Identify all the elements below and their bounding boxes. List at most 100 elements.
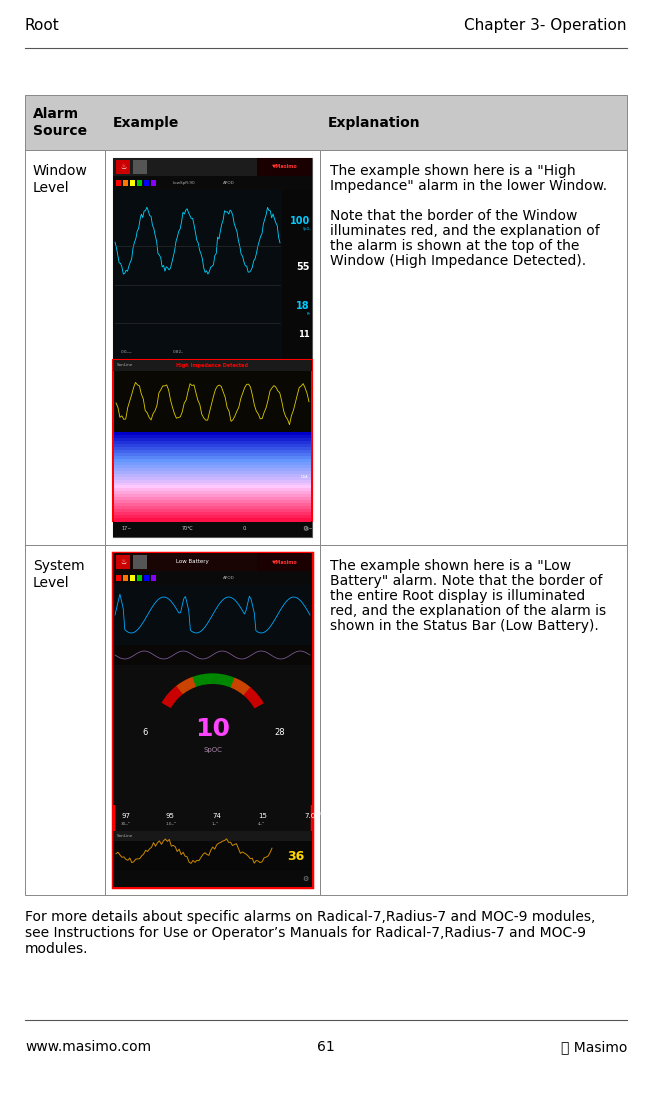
Bar	[114, 512, 311, 516]
Bar	[114, 518, 311, 521]
Text: 70℃: 70℃	[182, 527, 194, 532]
Text: 6: 6	[142, 727, 147, 737]
Bar	[114, 459, 311, 462]
Wedge shape	[241, 685, 249, 694]
Wedge shape	[231, 678, 237, 688]
Text: Note that the border of the Window: Note that the border of the Window	[330, 210, 578, 223]
Bar	[116, 575, 121, 581]
Wedge shape	[194, 676, 200, 687]
Wedge shape	[218, 674, 221, 685]
Wedge shape	[226, 676, 231, 687]
Bar	[25, 150, 105, 545]
Bar	[114, 465, 311, 468]
Bar	[144, 180, 149, 186]
Bar	[113, 158, 312, 538]
Bar	[137, 180, 142, 186]
Bar	[133, 160, 147, 174]
Bar	[114, 456, 311, 460]
Wedge shape	[183, 680, 190, 690]
Text: Root: Root	[25, 18, 60, 33]
Bar	[114, 476, 311, 480]
Wedge shape	[173, 687, 182, 697]
Bar	[123, 575, 128, 581]
Bar	[114, 436, 311, 439]
Text: ♥Masimo: ♥Masimo	[271, 559, 297, 565]
Text: Example: Example	[113, 115, 179, 129]
Wedge shape	[170, 690, 179, 699]
Wedge shape	[252, 698, 261, 705]
Text: modules.: modules.	[25, 942, 89, 955]
Bar	[114, 438, 311, 442]
Text: ⚙: ⚙	[303, 525, 309, 532]
Wedge shape	[192, 676, 198, 687]
Bar	[114, 462, 311, 465]
Wedge shape	[250, 695, 260, 704]
Text: the entire Root display is illuminated: the entire Root display is illuminated	[330, 589, 585, 603]
Bar	[114, 453, 311, 456]
Bar	[116, 555, 130, 569]
Wedge shape	[162, 699, 173, 706]
Bar	[114, 506, 311, 510]
Wedge shape	[176, 685, 185, 694]
Bar	[114, 497, 311, 500]
Text: Alarm
Source: Alarm Source	[33, 106, 87, 138]
Text: 28: 28	[274, 727, 286, 737]
Bar	[105, 545, 320, 895]
Text: The example shown here is a "High: The example shown here is a "High	[330, 163, 576, 178]
Text: SonLine: SonLine	[117, 363, 133, 367]
Wedge shape	[215, 674, 217, 685]
Wedge shape	[216, 674, 219, 685]
Text: 55: 55	[297, 261, 310, 271]
Wedge shape	[168, 692, 177, 701]
Bar	[130, 180, 135, 186]
Text: SpOC: SpOC	[203, 747, 222, 753]
Text: 61: 61	[317, 1040, 335, 1054]
Wedge shape	[165, 695, 175, 704]
Text: Ⓜ Masimo: Ⓜ Masimo	[561, 1040, 627, 1054]
Wedge shape	[190, 677, 196, 688]
Bar	[116, 180, 121, 186]
Wedge shape	[228, 676, 233, 687]
Wedge shape	[252, 699, 263, 706]
Text: 36: 36	[287, 850, 304, 863]
Bar	[25, 545, 105, 895]
Bar	[114, 432, 311, 436]
Wedge shape	[166, 694, 176, 702]
Wedge shape	[186, 678, 193, 689]
Bar	[113, 572, 312, 585]
Bar	[113, 665, 312, 805]
Text: APOD: APOD	[223, 576, 235, 580]
Wedge shape	[238, 682, 246, 692]
Wedge shape	[237, 681, 244, 691]
Text: APOD: APOD	[223, 181, 235, 185]
Text: System
Level: System Level	[33, 559, 85, 590]
Text: 0.82ₕ: 0.82ₕ	[173, 350, 184, 354]
Text: 74: 74	[212, 813, 221, 819]
Text: 4ₘᴳ: 4ₘᴳ	[258, 822, 265, 826]
Bar	[25, 95, 627, 150]
Text: Low Battery: Low Battery	[175, 559, 209, 565]
Bar	[113, 832, 312, 871]
Bar	[113, 158, 312, 176]
Bar	[114, 486, 311, 489]
Bar	[113, 832, 312, 841]
Bar	[114, 467, 311, 472]
Wedge shape	[244, 689, 254, 698]
Wedge shape	[248, 693, 258, 701]
Bar	[114, 479, 311, 483]
Wedge shape	[221, 675, 225, 686]
Text: The example shown here is a "Low: The example shown here is a "Low	[330, 559, 571, 573]
Text: 15: 15	[258, 813, 267, 819]
Wedge shape	[206, 674, 209, 685]
Bar	[114, 474, 311, 477]
Wedge shape	[178, 683, 186, 693]
Bar	[114, 471, 311, 474]
Wedge shape	[196, 675, 201, 686]
Text: DSA: DSA	[301, 475, 308, 478]
Bar	[130, 575, 135, 581]
Text: SonLine: SonLine	[117, 834, 133, 838]
Text: SpO₂: SpO₂	[303, 227, 311, 230]
Bar	[114, 483, 311, 486]
Text: Explanation: Explanation	[328, 115, 421, 129]
Wedge shape	[254, 701, 263, 709]
